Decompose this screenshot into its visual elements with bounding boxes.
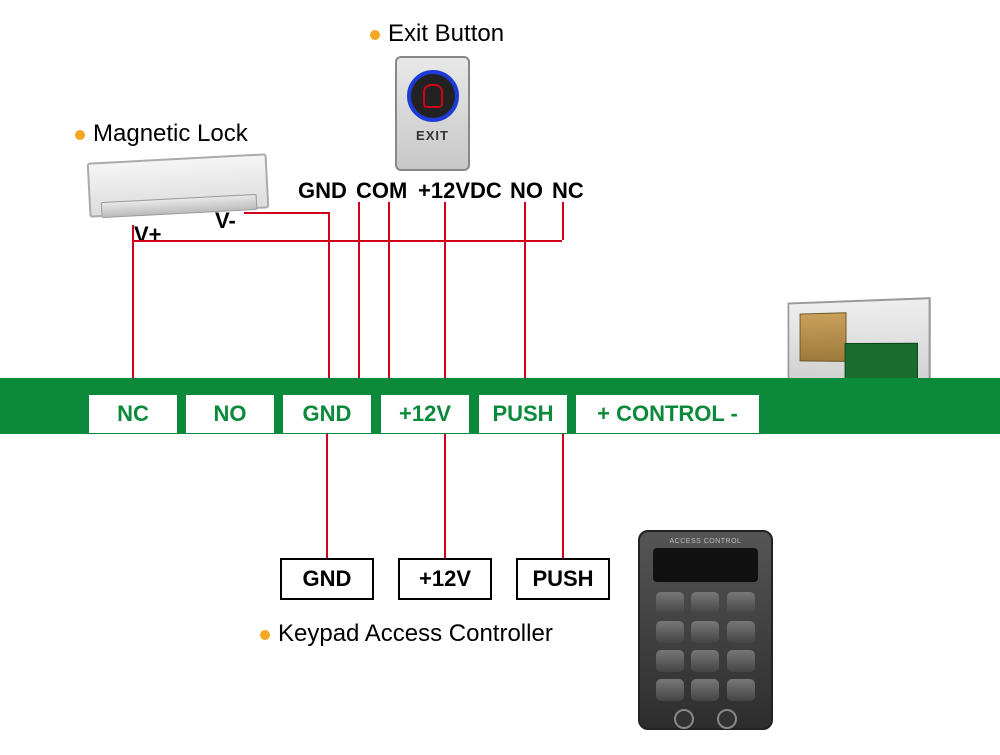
keypad-circle-button [717, 709, 737, 729]
keypad-label: Keypad Access Controller [260, 620, 553, 648]
exit-button-ring-icon [407, 70, 459, 122]
exit-button-text: EXIT [397, 128, 468, 143]
wire-vertical [444, 202, 446, 386]
magnetic-lock-device [87, 153, 270, 217]
exit-com-label: COM [356, 178, 407, 204]
terminal-no: NO [185, 394, 275, 434]
terminal-bar: NCNOGND+12VPUSH+ CONTROL - [0, 378, 1000, 434]
box-push: PUSH [516, 558, 610, 600]
wire-vertical [358, 202, 360, 386]
wire-vertical [444, 426, 446, 558]
terminal-push: PUSH [478, 394, 568, 434]
keypad-circle-button [674, 709, 694, 729]
wire-vertical [326, 426, 328, 558]
wire-vertical [132, 225, 134, 386]
keypad-device [638, 530, 773, 730]
wire-vertical [524, 202, 526, 386]
wire-vertical [562, 426, 564, 558]
magnetic-lock-label: Magnetic Lock [75, 120, 248, 148]
bullet-icon [370, 30, 380, 40]
keypad-screen [653, 548, 758, 582]
terminal-12v: +12V [380, 394, 470, 434]
vminus-label: V- [215, 208, 236, 234]
exit-gnd-label: GND [298, 178, 347, 204]
terminal-gnd: GND [282, 394, 372, 434]
box-12v: +12V [398, 558, 492, 600]
terminal-nc: NC [88, 394, 178, 434]
wire-horizontal [132, 240, 562, 242]
exit-button-device: EXIT [395, 56, 470, 171]
vplus-label: V+ [134, 222, 162, 248]
wire-vertical [388, 202, 390, 386]
wire-vertical [328, 212, 330, 386]
terminal-control: + CONTROL - [575, 394, 760, 434]
keypad-keys [640, 592, 771, 701]
wire-horizontal [244, 212, 328, 214]
exit-vdc-label: +12VDC [418, 178, 502, 204]
box-gnd: GND [280, 558, 374, 600]
exit-no-label: NO [510, 178, 543, 204]
bullet-icon [260, 630, 270, 640]
wire-vertical [562, 202, 564, 240]
exit-nc-label: NC [552, 178, 584, 204]
exit-button-label: Exit Button [370, 20, 504, 48]
bullet-icon [75, 130, 85, 140]
